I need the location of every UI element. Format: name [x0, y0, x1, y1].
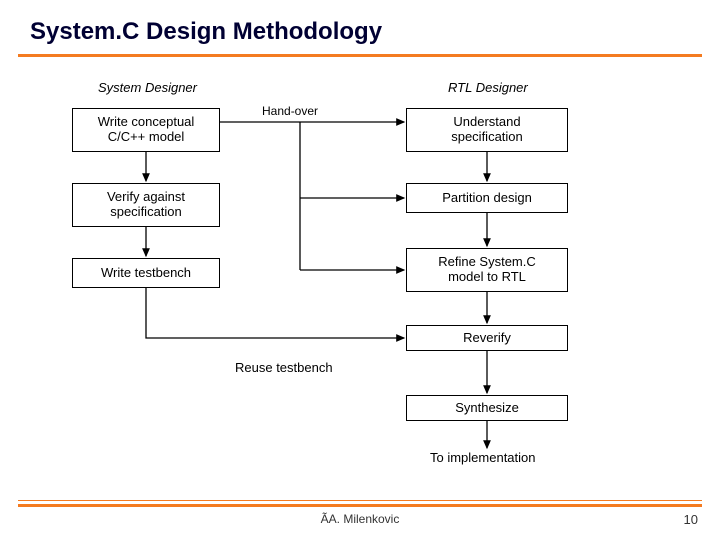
slide-title: System.C Design Methodology	[30, 18, 382, 46]
box-text: Write conceptualC/C++ model	[98, 115, 195, 145]
footer-author: ÃA. Milenkovic	[0, 512, 720, 526]
footer-rule-thick	[18, 504, 702, 507]
title-underline	[18, 54, 702, 57]
box-reverify: Reverify	[406, 325, 568, 351]
box-text: Write testbench	[101, 266, 191, 281]
box-text: Verify againstspecification	[107, 190, 185, 220]
col-head-left: System Designer	[98, 80, 197, 95]
box-partition-design: Partition design	[406, 183, 568, 213]
label-toimpl: To implementation	[430, 450, 536, 465]
box-text: Synthesize	[455, 401, 519, 416]
box-write-conceptual: Write conceptualC/C++ model	[72, 108, 220, 152]
box-text: Understandspecification	[451, 115, 523, 145]
box-refine-rtl: Refine System.Cmodel to RTL	[406, 248, 568, 292]
footer-page: 10	[684, 512, 698, 527]
box-text: Reverify	[463, 331, 511, 346]
col-head-right: RTL Designer	[448, 80, 528, 95]
box-text: Refine System.Cmodel to RTL	[438, 255, 536, 285]
box-write-testbench: Write testbench	[72, 258, 220, 288]
footer-rule-thin	[18, 500, 702, 501]
box-understand-spec: Understandspecification	[406, 108, 568, 152]
box-synthesize: Synthesize	[406, 395, 568, 421]
slide: System.C Design Methodology System Desig…	[0, 0, 720, 540]
label-reuse: Reuse testbench	[235, 360, 333, 375]
label-handover: Hand-over	[262, 104, 318, 118]
box-verify-spec: Verify againstspecification	[72, 183, 220, 227]
box-text: Partition design	[442, 191, 532, 206]
